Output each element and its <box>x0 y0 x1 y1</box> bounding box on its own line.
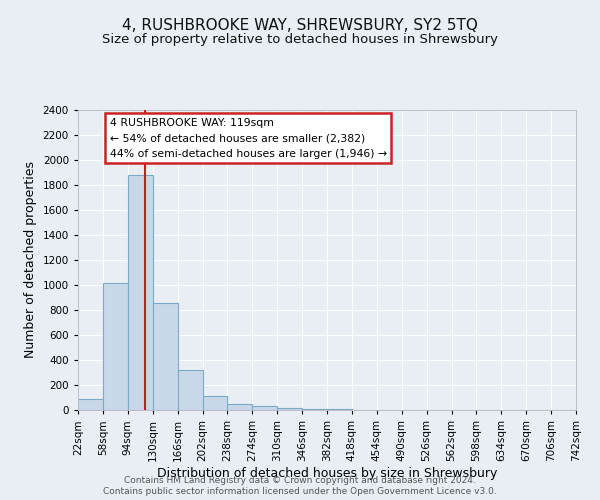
Bar <box>252 406 277 410</box>
Text: Contains HM Land Registry data © Crown copyright and database right 2024.: Contains HM Land Registry data © Crown c… <box>124 476 476 485</box>
Text: Contains public sector information licensed under the Open Government Licence v3: Contains public sector information licen… <box>103 487 497 496</box>
Bar <box>78 399 103 410</box>
Bar <box>128 175 152 410</box>
Bar <box>203 396 227 410</box>
Bar <box>277 408 302 410</box>
X-axis label: Distribution of detached houses by size in Shrewsbury: Distribution of detached houses by size … <box>157 466 497 479</box>
Bar <box>178 370 203 410</box>
Text: Size of property relative to detached houses in Shrewsbury: Size of property relative to detached ho… <box>102 32 498 46</box>
Bar <box>103 282 128 410</box>
Y-axis label: Number of detached properties: Number of detached properties <box>24 162 37 358</box>
Text: 4, RUSHBROOKE WAY, SHREWSBURY, SY2 5TQ: 4, RUSHBROOKE WAY, SHREWSBURY, SY2 5TQ <box>122 18 478 32</box>
Bar <box>152 302 178 410</box>
Text: 4 RUSHBROOKE WAY: 119sqm
← 54% of detached houses are smaller (2,382)
44% of sem: 4 RUSHBROOKE WAY: 119sqm ← 54% of detach… <box>110 118 387 158</box>
Bar <box>227 404 253 410</box>
